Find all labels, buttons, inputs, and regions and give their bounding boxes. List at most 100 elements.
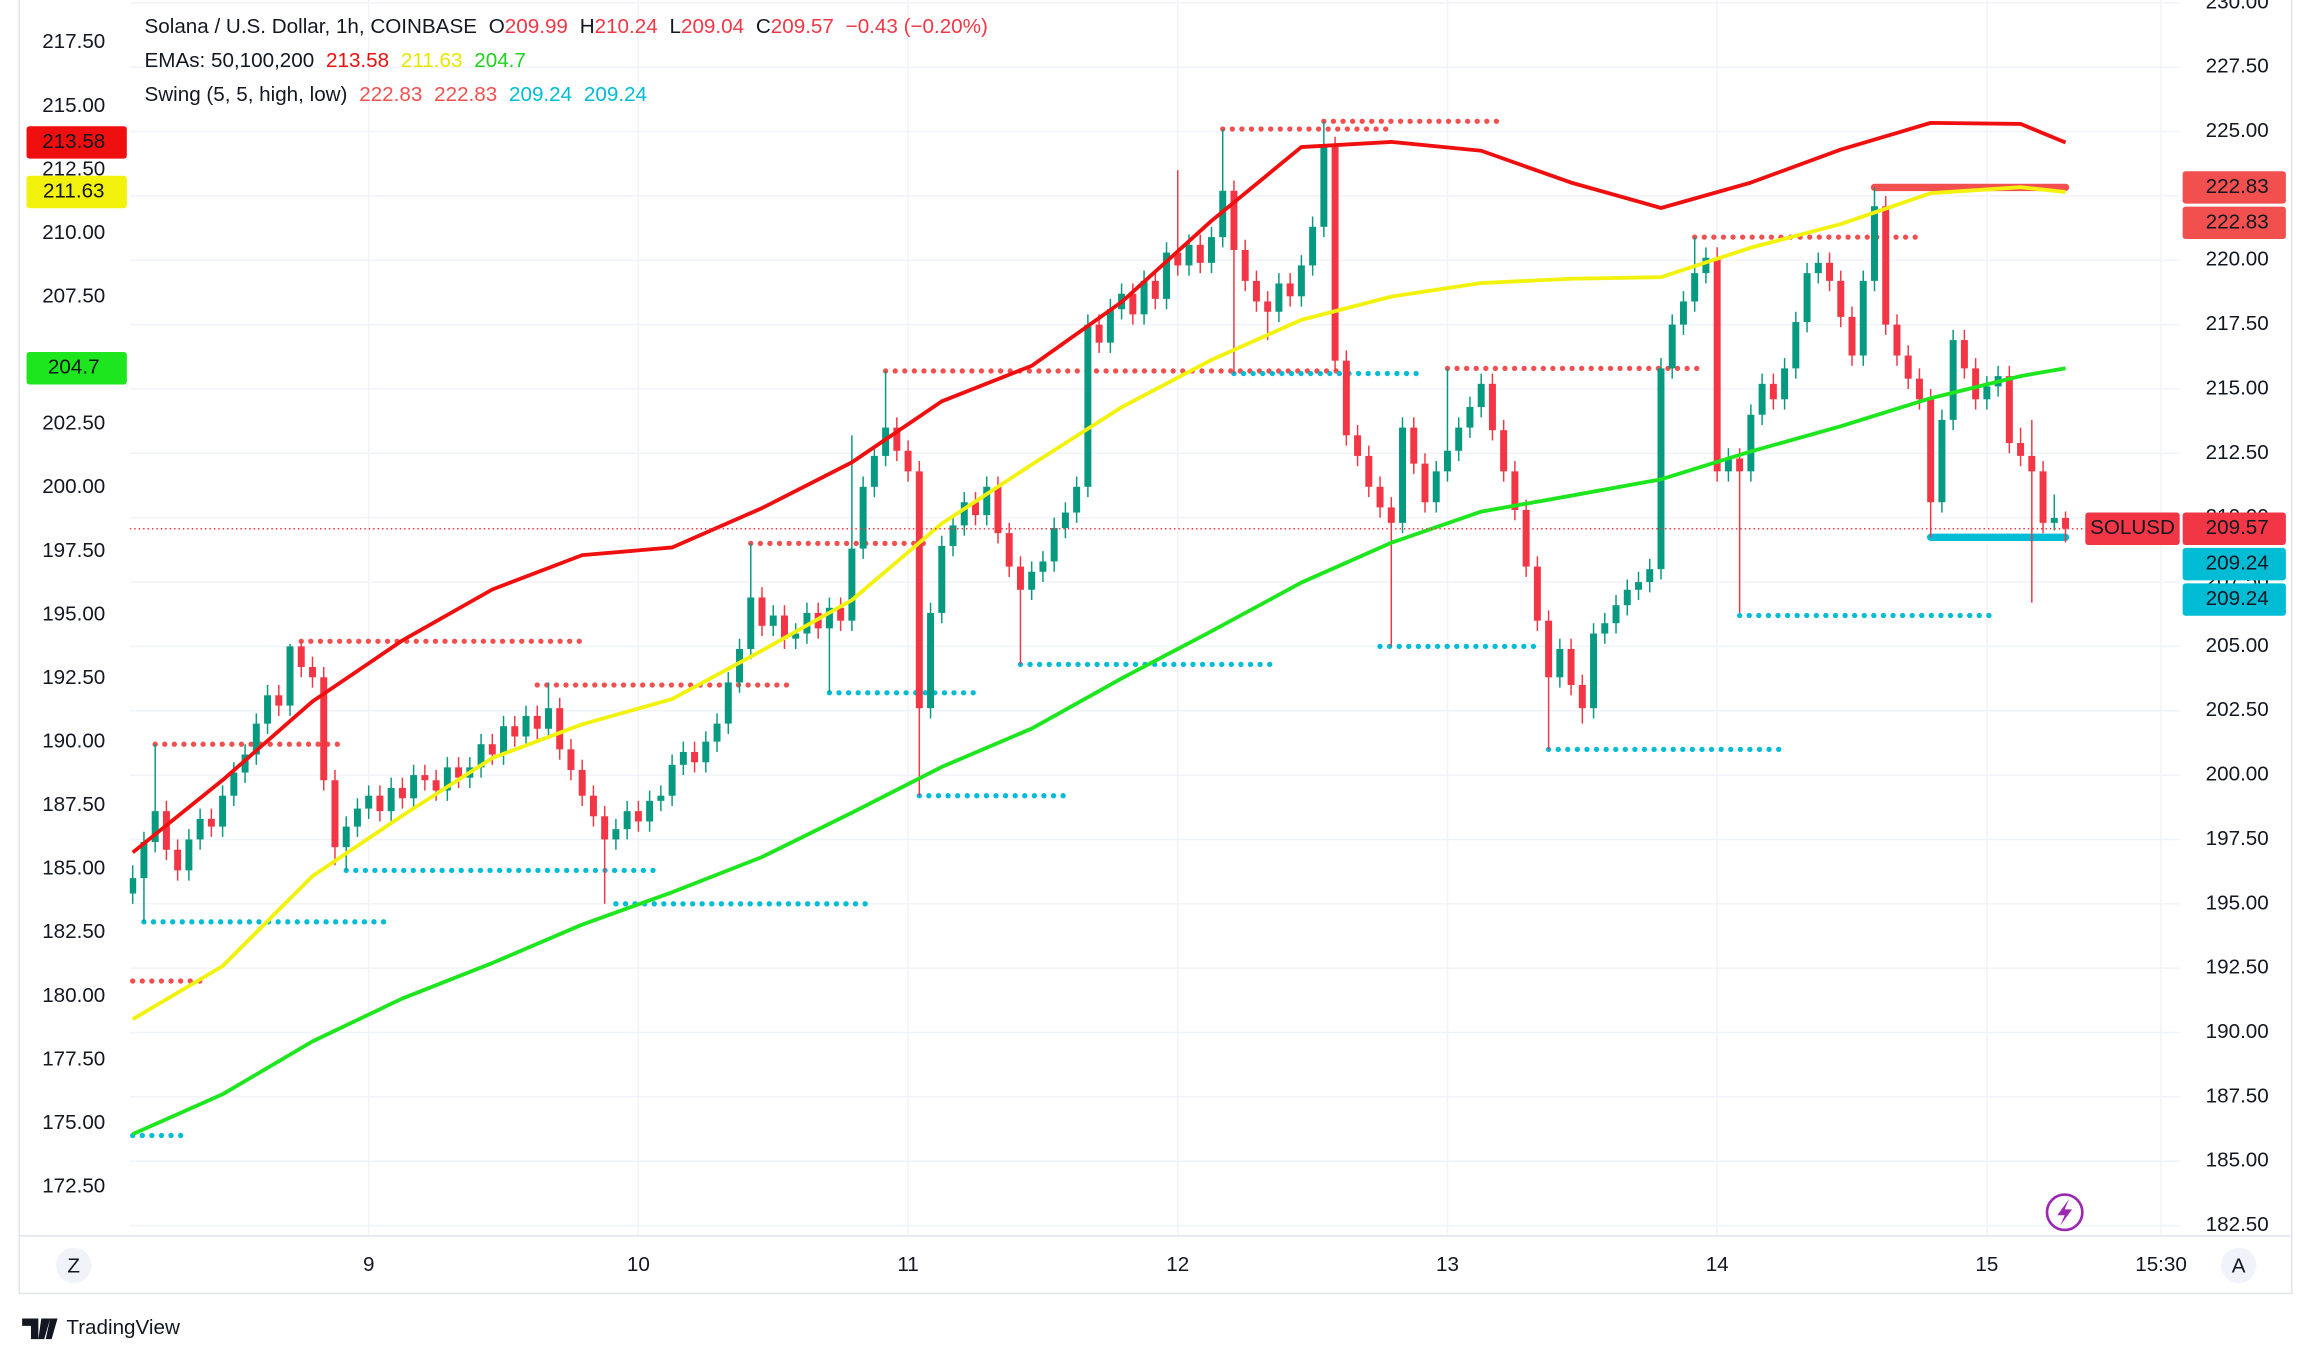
candle-body [668,764,676,796]
price-badge-label: 209.24 [2206,587,2269,610]
ohlc-value: 210.24 [595,16,658,39]
price-badge-label: 222.83 [2206,210,2269,233]
x-tick-label: 15 [1975,1253,1998,1276]
button-label[interactable]: A [2232,1254,2246,1277]
candle-body [825,607,833,629]
y-tick-label: 185.00 [42,857,105,880]
candle-body [2062,517,2070,529]
price-badge [2182,206,2286,240]
x-tick-label: 10 [627,1253,650,1276]
ema-value: 204.7 [474,49,526,72]
brand-logo[interactable] [22,1318,58,1340]
brand-name[interactable]: TradingView [66,1316,180,1339]
y2-tick-label: 225.00 [2206,119,2269,142]
candle-body [1657,368,1665,570]
candle-body [960,502,968,526]
candle-body [1893,324,1901,356]
candle-body [129,878,137,894]
candle-body [1106,309,1114,343]
candle-body [1331,147,1339,361]
candle-body [1399,427,1407,523]
change: −0.43 (−0.20%) [846,16,988,39]
ema-legend: EMAs: 50,100,200 213.58 211.63 204.7 [145,49,526,72]
candle-body [1882,206,1890,325]
candle-body [331,780,339,848]
candle-body [1297,265,1305,297]
ohlc-value: 209.04 [681,16,744,39]
candle-body [1803,273,1811,323]
candle-body [1837,280,1845,317]
lightning-icon[interactable] [2045,1193,2084,1232]
swing-label: Swing (5, 5, high, low) [145,83,348,106]
candle-body [1556,648,1564,678]
candle-body [927,612,935,709]
candle-body [1387,507,1395,523]
zoom-button[interactable]: Z [56,1247,92,1284]
swing-legend: Swing (5, 5, high, low) 222.83 222.83 209.2… [145,83,647,106]
y-tick-label: 200.00 [42,475,105,498]
ema-badge [26,352,127,385]
candle-body [1466,407,1474,428]
axes: 182.50 185.00 187.50 190.00 192.50 195.00 197.… [19,0,2292,1276]
candle-body [511,726,519,737]
candle-body [1230,190,1238,250]
ema-value: 211.63 [401,49,463,72]
badges: 213.58 211.63 204.7 SOLUSD 209.57 222.83 222.8… [26,126,2286,616]
candle-body [1736,458,1744,472]
auto-button[interactable]: A [2220,1247,2257,1284]
y-tick-label: 192.50 [42,666,105,689]
x-tick-label: 9 [363,1253,374,1276]
candle-body [1814,262,1822,274]
candle-body [915,471,923,709]
candle-body [2039,471,2047,523]
y2-tick-label: 215.00 [2206,376,2269,399]
y-tick-label: 195.00 [42,602,105,625]
candle-body [1623,589,1631,606]
candle-body [264,695,272,724]
candle-body [1826,262,1834,281]
candle-body [174,849,182,871]
candle-body [713,723,721,742]
candle-body [1781,368,1789,400]
candle-body [1724,458,1732,472]
price-badge [2182,171,2286,204]
candle-body [1533,566,1541,621]
candle-body [1848,316,1856,356]
candle-body [1005,533,1013,567]
candle-body [1073,486,1081,513]
candle-body [1668,324,1676,369]
candle-body [162,811,170,850]
y2-tick-label: 220.00 [2206,248,2269,271]
candle-body [522,715,530,737]
button-label[interactable]: Z [67,1254,80,1277]
price-badge [2182,547,2286,581]
lightning-bolt[interactable] [2057,1199,2073,1226]
candle-body [533,715,541,729]
x-tick-label: 11 [897,1253,918,1276]
candle-body [1163,252,1171,299]
candle-body [1028,571,1036,590]
candle-body [1421,463,1429,503]
y-tick-label: 180.00 [42,984,105,1007]
button-bg[interactable] [2220,1247,2257,1284]
button-bg[interactable] [56,1247,92,1284]
candle-body [567,749,575,770]
candle-body [1679,301,1687,325]
candle-body [938,546,946,613]
candle-body [1039,561,1047,572]
candle-body [601,816,609,840]
candle-body [1264,301,1272,312]
candle-body [185,839,193,871]
candle-body [544,708,552,729]
candle-body [353,808,361,827]
price-badge [2182,583,2286,616]
y2-tick-label: 185.00 [2206,1149,2269,1172]
candle-body [1915,378,1923,400]
candle-body [410,775,418,799]
candle-body [1927,399,1935,503]
y2-tick-label: 195.00 [2206,891,2269,914]
candle-body [1050,527,1058,562]
ema-line [131,120,2067,854]
brand[interactable]: TradingView [22,1316,180,1339]
candle-body [1443,450,1451,472]
